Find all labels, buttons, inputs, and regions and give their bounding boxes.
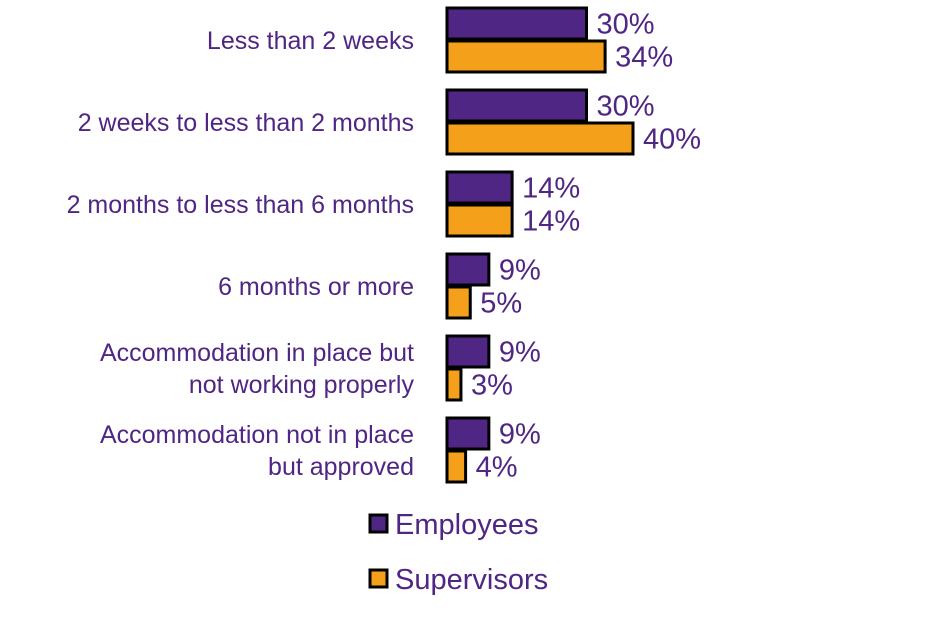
bar-supervisors <box>445 449 468 484</box>
value-label-employees: 9% <box>499 419 541 451</box>
category-label-line: not working properly <box>189 371 415 399</box>
value-label-supervisors: 5% <box>480 288 522 320</box>
category-label: Accommodation in place but not working pr… <box>100 339 415 399</box>
category-label-line: 6 months or more <box>218 273 414 301</box>
value-label-supervisors: 40% <box>643 124 701 156</box>
bar-employees <box>445 416 491 451</box>
value-label-employees: 9% <box>499 255 541 287</box>
category-label-line: Accommodation not in place <box>100 421 414 449</box>
category-label: Less than 2 weeks <box>207 27 414 55</box>
bar-supervisors <box>445 39 607 74</box>
category-label: 2 weeks to less than 2 months <box>78 109 414 137</box>
bar-supervisors <box>445 121 635 156</box>
bar-supervisors <box>445 367 463 402</box>
value-label-supervisors: 34% <box>615 42 673 74</box>
bar-employees <box>445 88 588 123</box>
bar-employees <box>445 6 588 41</box>
bar-employees <box>445 334 491 369</box>
value-label-supervisors: 4% <box>476 452 518 484</box>
category-label: 2 months to less than 6 months <box>67 191 414 219</box>
category-label: 6 months or more <box>218 273 414 301</box>
legend-label-supervisors: Supervisors <box>395 564 548 596</box>
value-label-employees: 14% <box>522 173 580 205</box>
category-label-line: Accommodation in place but <box>100 339 414 367</box>
category-label-line: 2 weeks to less than 2 months <box>78 109 414 137</box>
category-label-line: Less than 2 weeks <box>207 27 414 55</box>
value-label-employees: 30% <box>597 91 655 123</box>
value-label-employees: 30% <box>597 9 655 41</box>
legend-swatch-employees <box>368 513 389 534</box>
bar-supervisors <box>445 203 514 238</box>
value-labels: 30%34%30%40%14%14%9%5%9%3%9%4% <box>471 9 701 484</box>
bar-supervisors <box>445 285 472 320</box>
value-label-supervisors: 3% <box>471 370 513 402</box>
legend: Employees Supervisors <box>368 509 548 596</box>
legend-swatch-supervisors <box>368 568 389 589</box>
value-label-employees: 9% <box>499 337 541 369</box>
legend-label-employees: Employees <box>395 509 538 541</box>
category-label-line: 2 months to less than 6 months <box>67 191 414 219</box>
category-label: Accommodation not in place but approved <box>100 421 414 481</box>
category-labels: Less than 2 weeks 2 weeks to less than 2 … <box>67 27 415 481</box>
bars <box>445 6 635 484</box>
category-label-line: but approved <box>268 453 414 481</box>
value-label-supervisors: 14% <box>522 206 580 238</box>
bar-employees <box>445 170 514 205</box>
bar-employees <box>445 252 491 287</box>
